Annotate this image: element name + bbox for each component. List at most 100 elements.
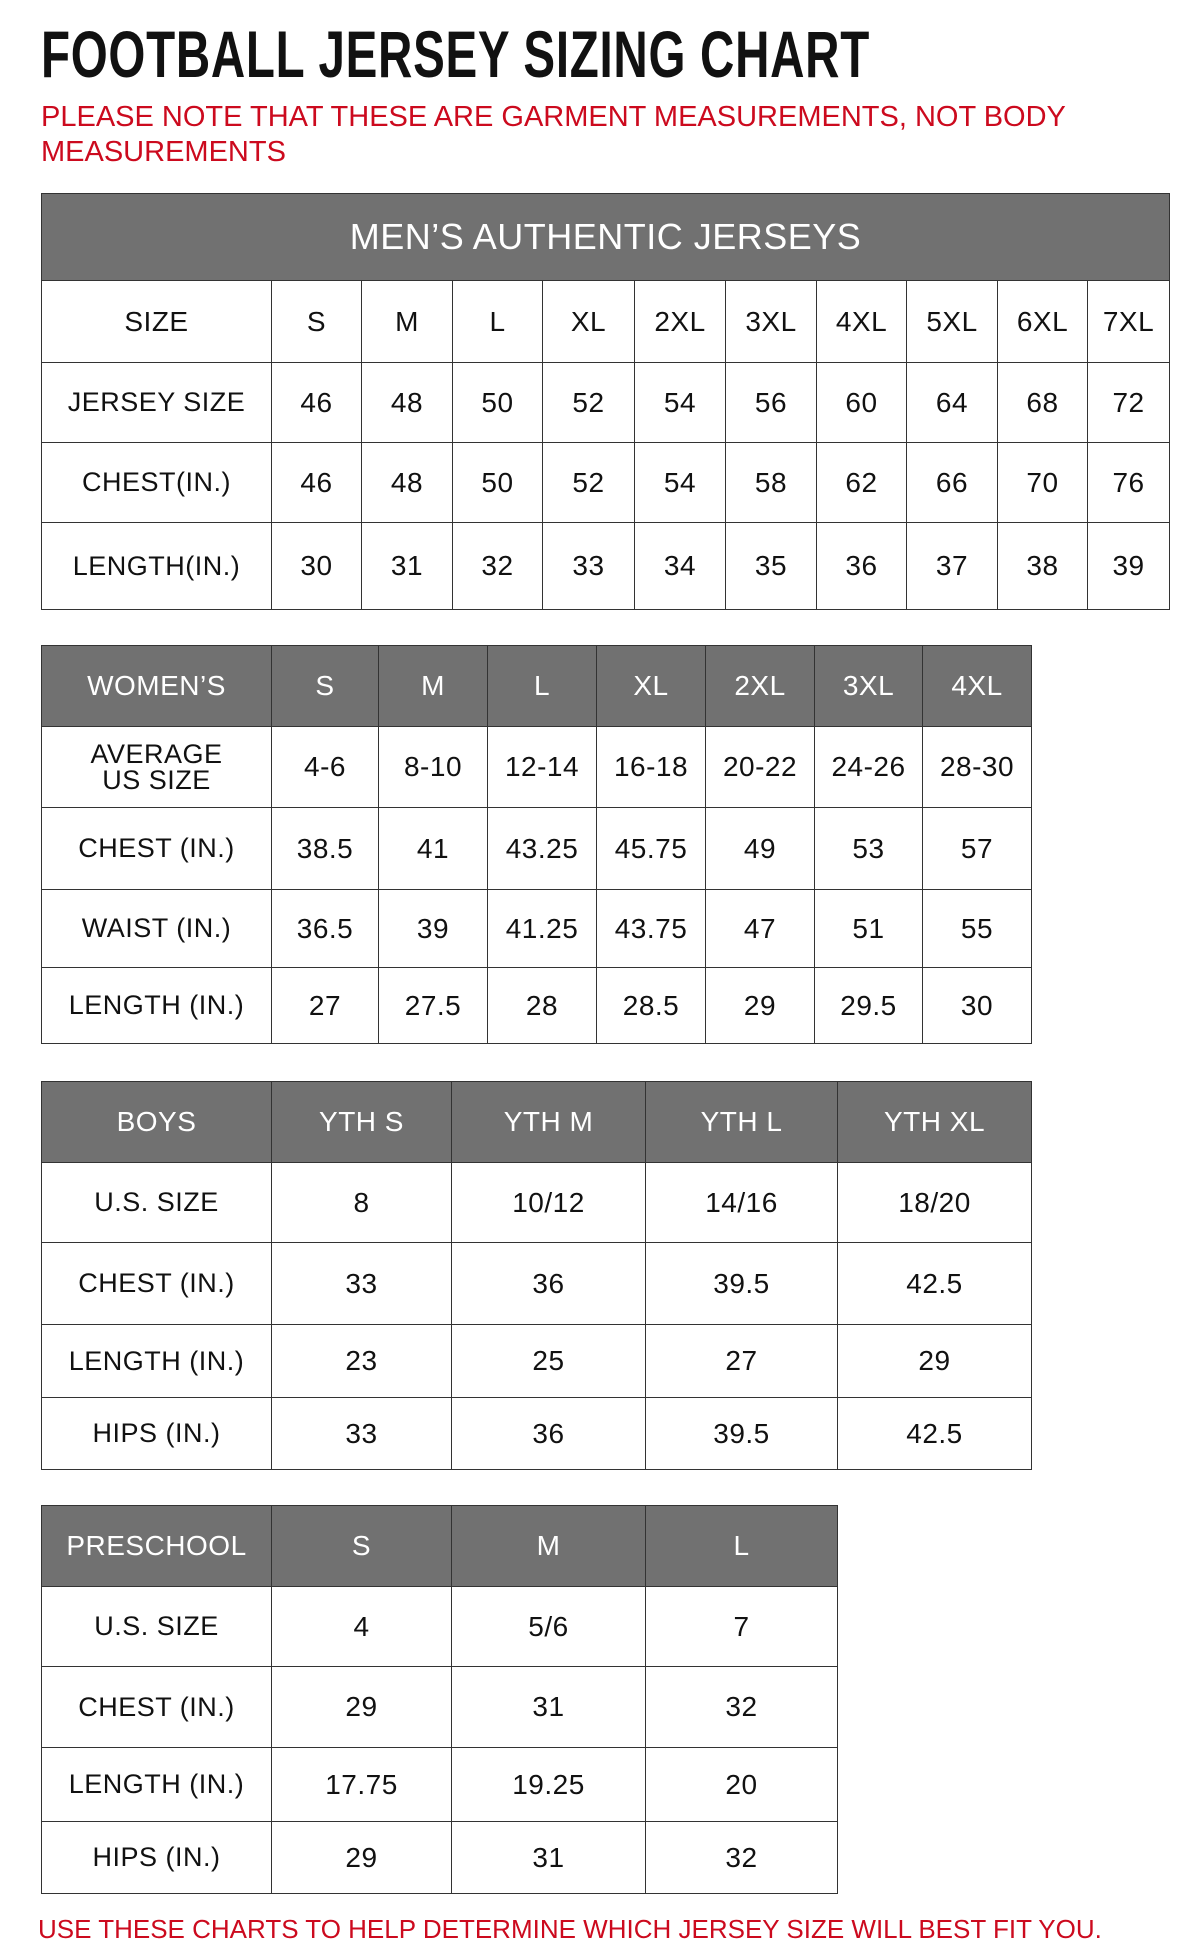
size-column-header: YTH S: [271, 1081, 452, 1163]
measurement-cell: 39.5: [645, 1397, 838, 1470]
row-label: CHEST (IN.): [41, 807, 272, 890]
size-column-header: 7XL: [1086, 280, 1171, 363]
measurement-cell: 49: [705, 807, 815, 890]
size-column-header: M: [451, 1505, 646, 1587]
measurement-cell: 32: [645, 1666, 838, 1748]
table-header-row: WOMEN’S S M L XL 2XL 3XL 4XL: [41, 645, 1032, 727]
measurement-cell: 12-14: [487, 726, 597, 808]
measurement-cell: 42.5: [837, 1397, 1032, 1470]
measurement-cell: 31: [451, 1821, 646, 1894]
measurement-cell: 54: [634, 362, 726, 443]
table-row: U.S. SIZE 8 10/12 14/16 18/20: [41, 1162, 1032, 1243]
table-row: CHEST(IN.) 46 48 50 52 54 58 62 66 70 76: [41, 442, 1171, 523]
size-column-header: XL: [596, 645, 706, 727]
measurement-cell: 50: [452, 442, 543, 523]
row-label: LENGTH (IN.): [41, 1324, 272, 1398]
measurement-cell: 52: [542, 362, 635, 443]
table-row: CHEST (IN.) 29 31 32: [41, 1666, 838, 1748]
table-row: CHEST (IN.) 33 36 39.5 42.5: [41, 1242, 1032, 1325]
measurement-cell: 28-30: [922, 726, 1032, 808]
measurement-cell: 5/6: [451, 1586, 646, 1667]
size-column-header: S: [271, 645, 379, 727]
row-label-header: SIZE: [41, 280, 272, 363]
measurement-cell: 36: [816, 522, 907, 610]
table-row: AVERAGE US SIZE 4-6 8-10 12-14 16-18 20-22 24-…: [41, 726, 1032, 808]
measurement-cell: 30: [271, 522, 362, 610]
measurement-cell: 4-6: [271, 726, 379, 808]
measurement-cell: 48: [361, 442, 453, 523]
size-column-header: 4XL: [816, 280, 907, 363]
table-row: HIPS (IN.) 29 31 32: [41, 1821, 838, 1894]
page-title: FOOTBALL JERSEY SIZING CHART: [41, 17, 870, 91]
row-label-header: BOYS: [41, 1081, 272, 1163]
measurement-cell: 68: [997, 362, 1088, 443]
measurement-cell: 48: [361, 362, 453, 443]
measurement-cell: 64: [906, 362, 998, 443]
table-row: U.S. SIZE 4 5/6 7: [41, 1586, 838, 1667]
measurement-cell: 31: [451, 1666, 646, 1748]
table-header-row: BOYS YTH S YTH M YTH L YTH XL: [41, 1081, 1032, 1163]
size-column-header: 2XL: [634, 280, 726, 363]
measurement-cell: 17.75: [271, 1747, 452, 1822]
footer-note: USE THESE CHARTS TO HELP DETERMINE WHICH…: [38, 1914, 1102, 1944]
table-row: LENGTH (IN.) 23 25 27 29: [41, 1324, 1032, 1398]
measurement-cell: 28.5: [596, 967, 706, 1044]
row-label: CHEST (IN.): [41, 1666, 272, 1748]
size-column-header: 4XL: [922, 645, 1032, 727]
size-column-header: S: [271, 280, 362, 363]
size-column-header: 3XL: [725, 280, 817, 363]
measurement-cell: 66: [906, 442, 998, 523]
measurement-cell: 39: [1086, 522, 1171, 610]
measurement-cell: 29: [837, 1324, 1032, 1398]
measurement-cell: 14/16: [645, 1162, 838, 1243]
measurement-cell: 29: [271, 1666, 452, 1748]
row-label: U.S. SIZE: [41, 1586, 272, 1667]
measurement-cell: 18/20: [837, 1162, 1032, 1243]
measurement-note: PLEASE NOTE THAT THESE ARE GARMENT MEASU…: [41, 101, 1066, 168]
table-row: LENGTH (IN.) 17.75 19.25 20: [41, 1747, 838, 1822]
size-column-header: 3XL: [814, 645, 923, 727]
size-column-header: 5XL: [906, 280, 998, 363]
table-header-row: SIZE S M L XL 2XL 3XL 4XL 5XL 6XL 7XL: [41, 280, 1171, 363]
measurement-cell: 36.5: [271, 889, 379, 968]
row-label-header: WOMEN’S: [41, 645, 272, 727]
measurement-cell: 50: [452, 362, 543, 443]
measurement-cell: 33: [542, 522, 635, 610]
measurement-cell: 31: [361, 522, 453, 610]
measurement-cell: 35: [725, 522, 817, 610]
measurement-cell: 4: [271, 1586, 452, 1667]
womens-size-table: WOMEN’S S M L XL 2XL 3XL 4XL AVERAGE US SIZE 4-6 8…: [41, 645, 1032, 1044]
measurement-cell: 30: [922, 967, 1032, 1044]
row-label: WAIST (IN.): [41, 889, 272, 968]
row-label: LENGTH(IN.): [41, 522, 272, 610]
row-label: CHEST(IN.): [41, 442, 272, 523]
row-label: HIPS (IN.): [41, 1821, 272, 1894]
table-row: LENGTH(IN.) 30 31 32 33 34 35 36 37 38 39: [41, 522, 1171, 610]
measurement-cell: 58: [725, 442, 817, 523]
measurement-cell: 24-26: [814, 726, 923, 808]
row-label: HIPS (IN.): [41, 1397, 272, 1470]
measurement-cell: 39: [378, 889, 488, 968]
measurement-cell: 43.75: [596, 889, 706, 968]
measurement-cell: 43.25: [487, 807, 597, 890]
measurement-cell: 70: [997, 442, 1088, 523]
measurement-cell: 7: [645, 1586, 838, 1667]
measurement-cell: 76: [1086, 442, 1171, 523]
row-label: CHEST (IN.): [41, 1242, 272, 1325]
row-label: U.S. SIZE: [41, 1162, 272, 1243]
table-row: LENGTH (IN.) 27 27.5 28 28.5 29 29.5 30: [41, 967, 1032, 1044]
measurement-cell: 60: [816, 362, 907, 443]
measurement-cell: 55: [922, 889, 1032, 968]
size-column-header: L: [452, 280, 543, 363]
measurement-cell: 36: [451, 1397, 646, 1470]
measurement-cell: 32: [645, 1821, 838, 1894]
measurement-cell: 28: [487, 967, 597, 1044]
table-row: WAIST (IN.) 36.5 39 41.25 43.75 47 51 55: [41, 889, 1032, 968]
measurement-cell: 45.75: [596, 807, 706, 890]
measurement-cell: 46: [271, 442, 362, 523]
measurement-cell: 54: [634, 442, 726, 523]
size-column-header: M: [378, 645, 488, 727]
measurement-cell: 62: [816, 442, 907, 523]
measurement-cell: 56: [725, 362, 817, 443]
boys-size-table: BOYS YTH S YTH M YTH L YTH XL U.S. SIZE 8 10/12…: [41, 1081, 1032, 1470]
